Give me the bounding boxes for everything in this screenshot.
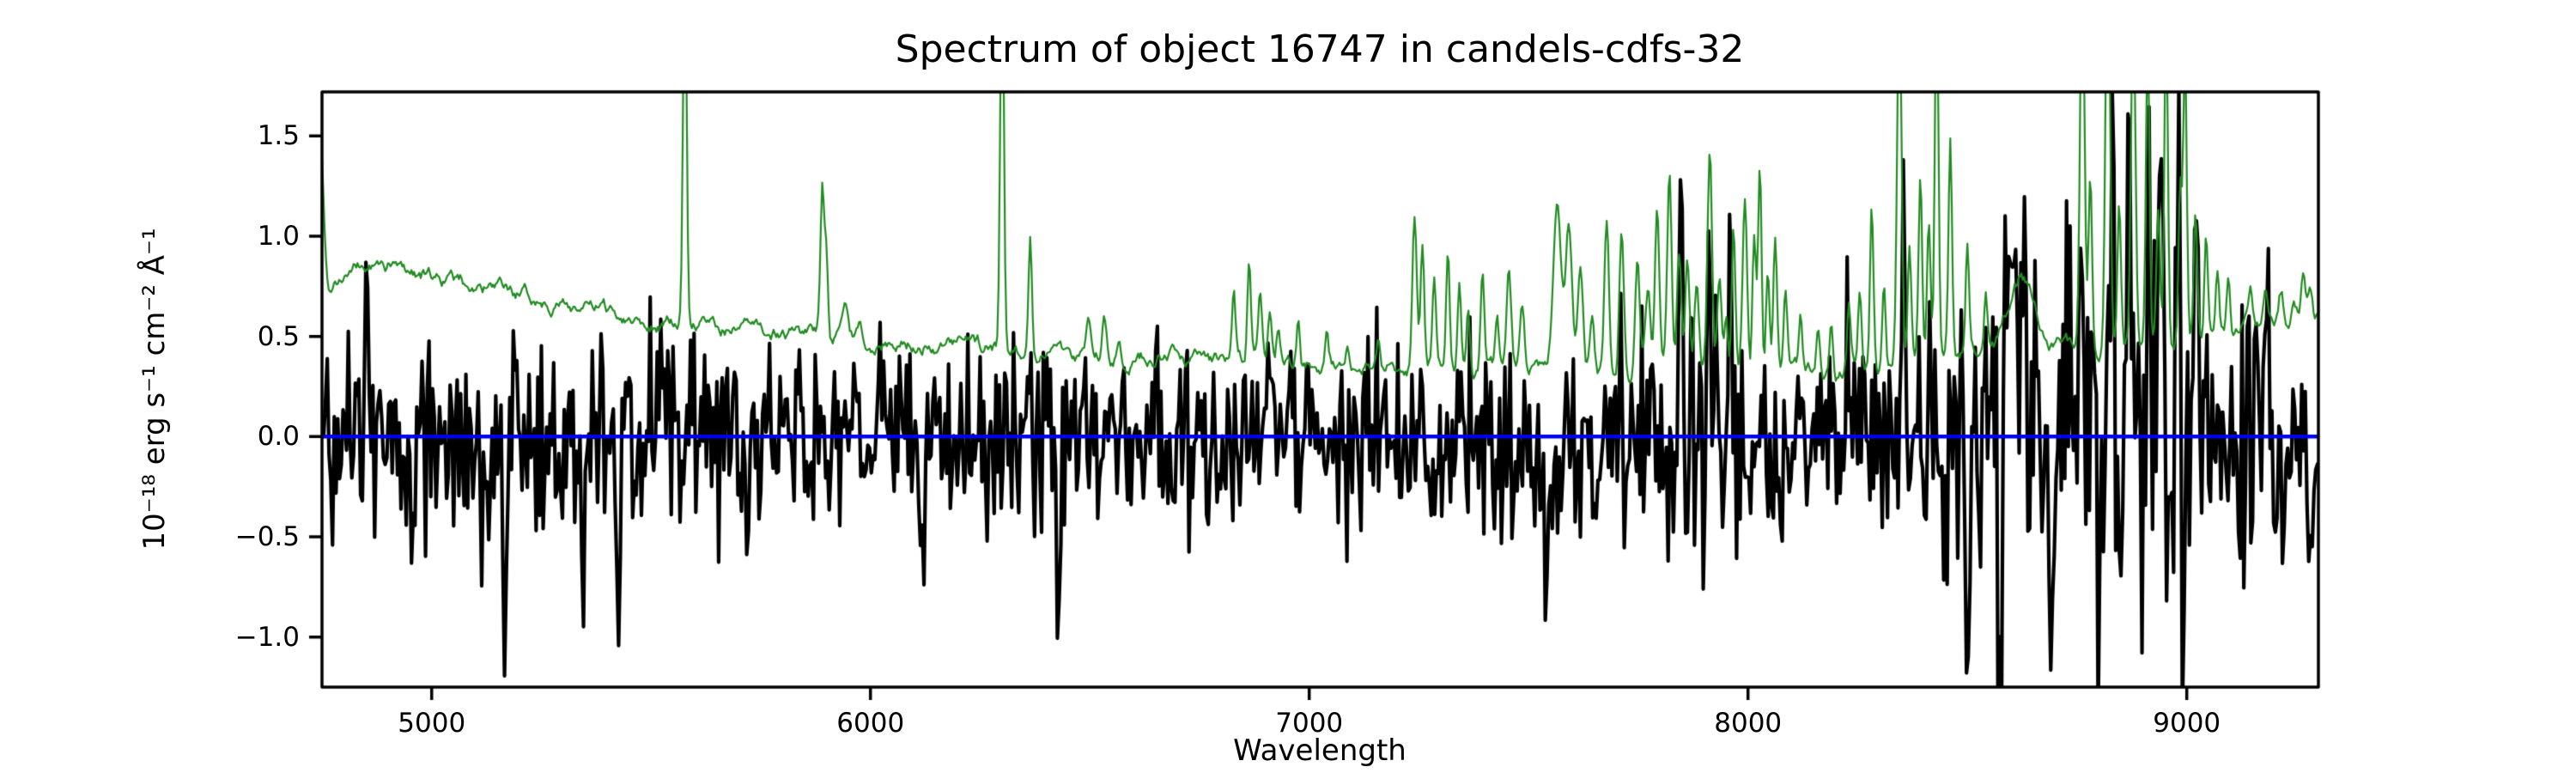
y-axis-label: 10⁻¹⁸ erg s⁻¹ cm⁻² Å⁻¹ — [137, 228, 172, 551]
y-tick-label: 0.5 — [257, 320, 300, 352]
x-tick-label: 8000 — [1714, 708, 1783, 739]
y-tick-label: −0.5 — [234, 521, 300, 552]
y-tick-label: 1.5 — [257, 120, 300, 152]
x-tick-label: 6000 — [836, 708, 905, 739]
y-tick-label: 1.0 — [257, 221, 300, 252]
x-tick-label: 5000 — [398, 708, 466, 739]
plot-title: Spectrum of object 16747 in candels-cdfs… — [895, 27, 1745, 71]
y-tick-label: 0.0 — [257, 421, 300, 453]
x-tick-label: 9000 — [2153, 708, 2221, 739]
y-tick-label: −1.0 — [234, 621, 300, 653]
x-axis-label: Wavelength — [1233, 733, 1406, 768]
x-tick-label: 7000 — [1275, 708, 1344, 739]
